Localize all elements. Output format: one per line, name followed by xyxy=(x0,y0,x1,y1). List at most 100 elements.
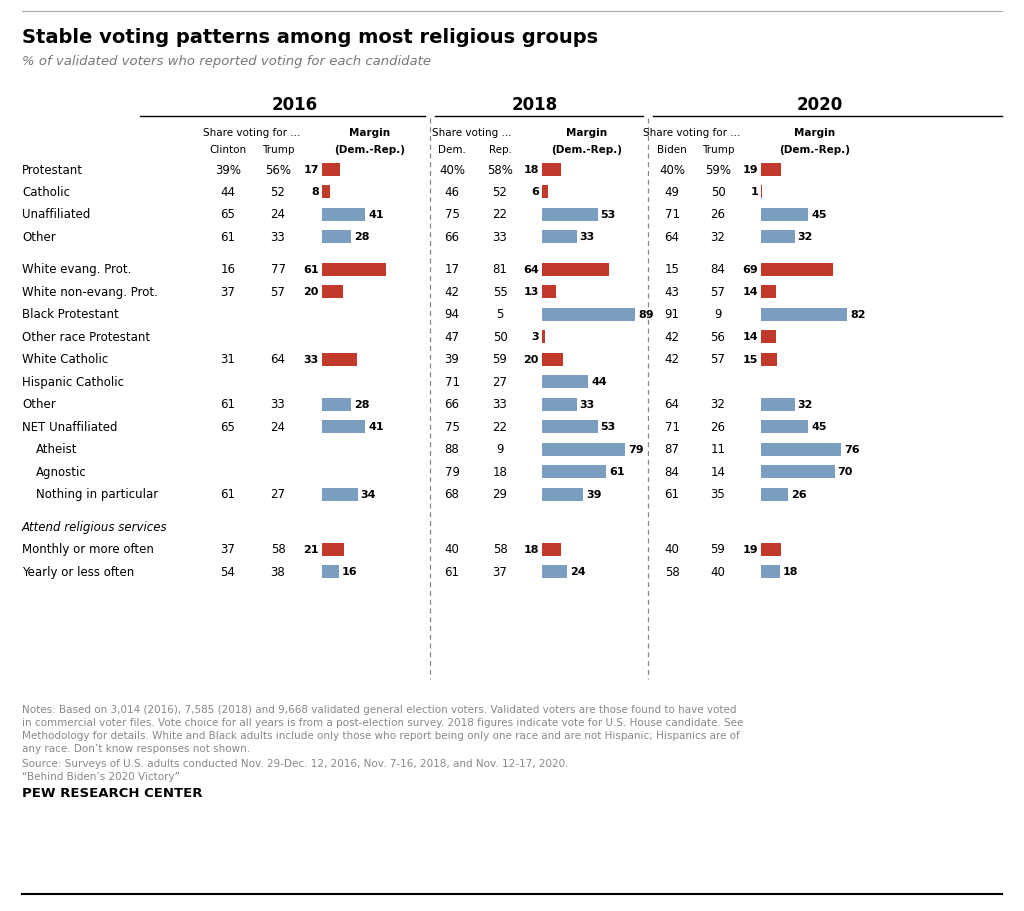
Text: 11: 11 xyxy=(711,443,725,456)
Bar xyxy=(542,466,606,478)
Text: Atheist: Atheist xyxy=(36,443,78,456)
Text: 66: 66 xyxy=(444,230,460,244)
Text: Yearly or less often: Yearly or less often xyxy=(22,566,134,578)
Text: Dem.: Dem. xyxy=(438,145,466,155)
Bar xyxy=(542,186,548,199)
Text: 59%: 59% xyxy=(705,163,731,177)
Text: Other race Protestant: Other race Protestant xyxy=(22,331,151,343)
Text: 68: 68 xyxy=(444,488,460,501)
Text: (Dem.-Rep.): (Dem.-Rep.) xyxy=(779,145,851,155)
Bar xyxy=(761,286,776,299)
Bar xyxy=(761,488,788,501)
Text: Monthly or more often: Monthly or more often xyxy=(22,543,154,556)
Bar xyxy=(761,353,777,366)
Bar xyxy=(542,566,567,578)
Text: 21: 21 xyxy=(303,545,319,555)
Text: 37: 37 xyxy=(493,566,508,578)
Text: 88: 88 xyxy=(444,443,460,456)
Text: 20: 20 xyxy=(523,354,539,364)
Text: 61: 61 xyxy=(609,467,625,477)
Bar xyxy=(322,209,365,221)
Bar xyxy=(322,263,386,276)
Bar xyxy=(761,263,834,276)
Text: 82: 82 xyxy=(850,310,865,320)
Bar xyxy=(542,398,577,411)
Text: 55: 55 xyxy=(493,286,507,299)
Text: 58: 58 xyxy=(665,566,679,578)
Text: 34: 34 xyxy=(360,489,376,499)
Text: any race. Don’t know responses not shown.: any race. Don’t know responses not shown… xyxy=(22,743,250,753)
Text: 64: 64 xyxy=(523,265,539,275)
Text: 58: 58 xyxy=(493,543,507,556)
Text: 64: 64 xyxy=(665,230,680,244)
Text: 89: 89 xyxy=(638,310,654,320)
Text: 41: 41 xyxy=(368,210,384,220)
Text: 42: 42 xyxy=(665,331,680,343)
Text: 59: 59 xyxy=(711,543,725,556)
Text: 19: 19 xyxy=(742,545,758,555)
Text: 70: 70 xyxy=(838,467,853,477)
Text: 13: 13 xyxy=(523,287,539,297)
Text: 14: 14 xyxy=(742,333,758,343)
Bar xyxy=(542,443,625,456)
Text: Agnostic: Agnostic xyxy=(36,466,87,478)
Text: Clinton: Clinton xyxy=(210,145,247,155)
Text: 32: 32 xyxy=(711,398,725,411)
Text: 37: 37 xyxy=(220,286,236,299)
Text: 33: 33 xyxy=(270,230,286,244)
Text: 57: 57 xyxy=(270,286,286,299)
Text: 39: 39 xyxy=(444,353,460,366)
Text: 37: 37 xyxy=(220,543,236,556)
Text: 26: 26 xyxy=(711,421,725,434)
Text: 44: 44 xyxy=(220,186,236,199)
Text: 18: 18 xyxy=(523,165,539,175)
Text: 17: 17 xyxy=(303,165,319,175)
Text: 16: 16 xyxy=(342,567,357,577)
Bar xyxy=(761,443,841,456)
Text: 56: 56 xyxy=(711,331,725,343)
Bar xyxy=(322,186,331,199)
Text: 22: 22 xyxy=(493,421,508,434)
Text: 33: 33 xyxy=(270,398,286,411)
Text: 15: 15 xyxy=(665,263,680,276)
Text: 47: 47 xyxy=(444,331,460,343)
Text: 1: 1 xyxy=(751,188,758,198)
Text: 33: 33 xyxy=(304,354,319,364)
Text: 33: 33 xyxy=(493,398,507,411)
Text: 53: 53 xyxy=(601,210,615,220)
Text: 29: 29 xyxy=(493,488,508,501)
Text: 28: 28 xyxy=(354,400,370,410)
Text: 27: 27 xyxy=(270,488,286,501)
Text: 9: 9 xyxy=(497,443,504,456)
Text: 81: 81 xyxy=(493,263,508,276)
Bar xyxy=(761,398,795,411)
Text: Catholic: Catholic xyxy=(22,186,70,199)
Text: 6: 6 xyxy=(531,188,539,198)
Text: Trump: Trump xyxy=(701,145,734,155)
Text: 58: 58 xyxy=(270,543,286,556)
Bar xyxy=(542,286,556,299)
Text: 52: 52 xyxy=(270,186,286,199)
Text: 27: 27 xyxy=(493,375,508,389)
Text: 33: 33 xyxy=(580,400,595,410)
Bar xyxy=(542,543,561,556)
Text: Other: Other xyxy=(22,230,55,244)
Text: PEW RESEARCH CENTER: PEW RESEARCH CENTER xyxy=(22,786,203,799)
Text: 61: 61 xyxy=(220,488,236,501)
Text: 75: 75 xyxy=(444,209,460,221)
Bar xyxy=(542,163,561,177)
Text: White Catholic: White Catholic xyxy=(22,353,109,366)
Text: 84: 84 xyxy=(711,263,725,276)
Text: 84: 84 xyxy=(665,466,680,478)
Text: 44: 44 xyxy=(591,377,607,387)
Text: Stable voting patterns among most religious groups: Stable voting patterns among most religi… xyxy=(22,28,598,47)
Text: NET Unaffiliated: NET Unaffiliated xyxy=(22,421,118,434)
Text: White non-evang. Prot.: White non-evang. Prot. xyxy=(22,286,158,299)
Text: Share voting for ...: Share voting for ... xyxy=(643,128,740,138)
Text: 61: 61 xyxy=(220,398,236,411)
Text: 8: 8 xyxy=(311,188,319,198)
Text: Margin: Margin xyxy=(795,128,836,138)
Bar xyxy=(322,543,344,556)
Text: 71: 71 xyxy=(665,209,680,221)
Text: 75: 75 xyxy=(444,421,460,434)
